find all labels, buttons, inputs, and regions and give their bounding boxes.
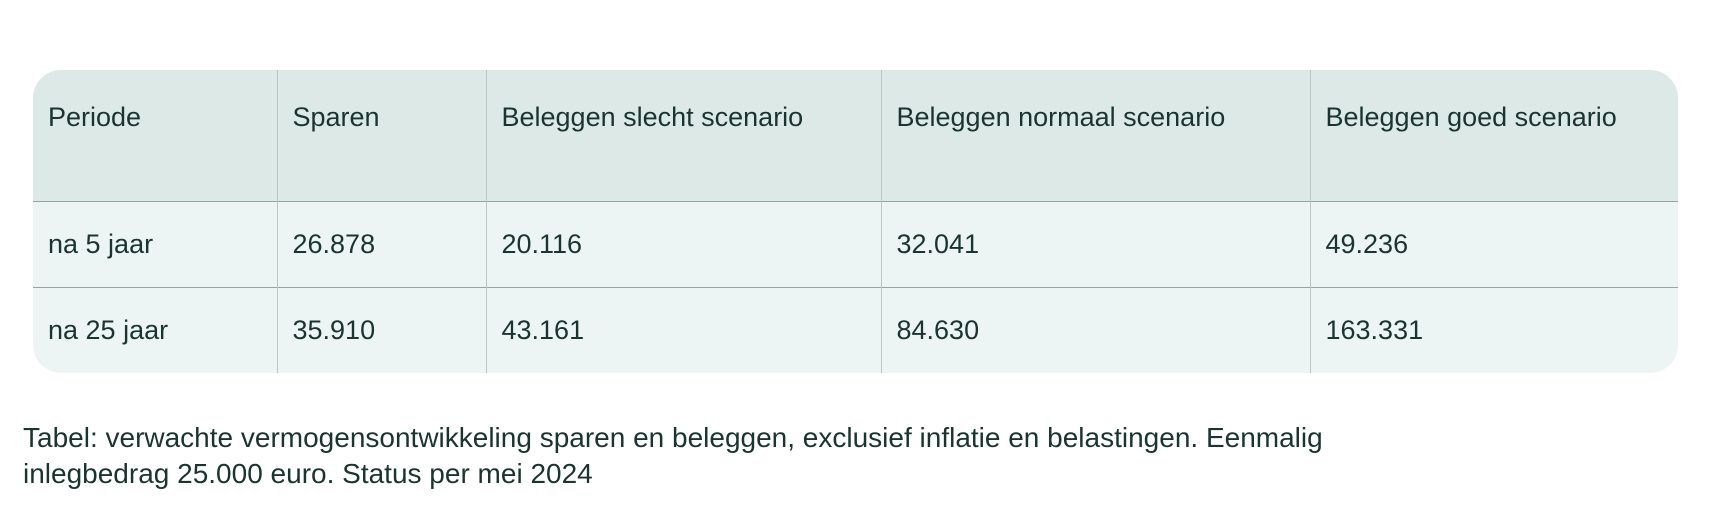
cell-normaal-value: 32.041 [880,200,1310,287]
column-header-beleggen-slecht: Beleggen slecht scenario [485,70,881,201]
cell-normaal-value: 84.630 [880,286,1310,373]
cell-period: na 25 jaar [33,286,277,373]
cell-slecht-value: 43.161 [485,286,881,373]
column-header-beleggen-goed: Beleggen goed scenario [1309,70,1678,201]
table-row: na 25 jaar 35.910 43.161 84.630 163.331 [33,286,1678,373]
column-header-periode: Periode [33,70,277,201]
cell-sparen-value: 35.910 [276,286,486,373]
column-header-sparen: Sparen [276,70,486,201]
table-caption: Tabel: verwachte vermogensontwikkeling s… [23,420,1323,492]
table-caption-line-2: inlegbedrag 25.000 euro. Status per mei … [23,458,593,489]
data-table: Periode Sparen Beleggen slecht scenario … [33,70,1678,373]
cell-sparen-value: 26.878 [276,200,486,287]
cell-period: na 5 jaar [33,200,277,287]
cell-goed-value: 163.331 [1309,286,1678,373]
table-caption-line-1: Tabel: verwachte vermogensontwikkeling s… [23,422,1323,453]
table-header-row: Periode Sparen Beleggen slecht scenario … [33,70,1678,201]
column-header-beleggen-normaal: Beleggen normaal scenario [880,70,1310,201]
cell-slecht-value: 20.116 [485,200,881,287]
table-row: na 5 jaar 26.878 20.116 32.041 49.236 [33,200,1678,287]
scenario-comparison-table: Periode Sparen Beleggen slecht scenario … [33,70,1678,373]
cell-goed-value: 49.236 [1309,200,1678,287]
